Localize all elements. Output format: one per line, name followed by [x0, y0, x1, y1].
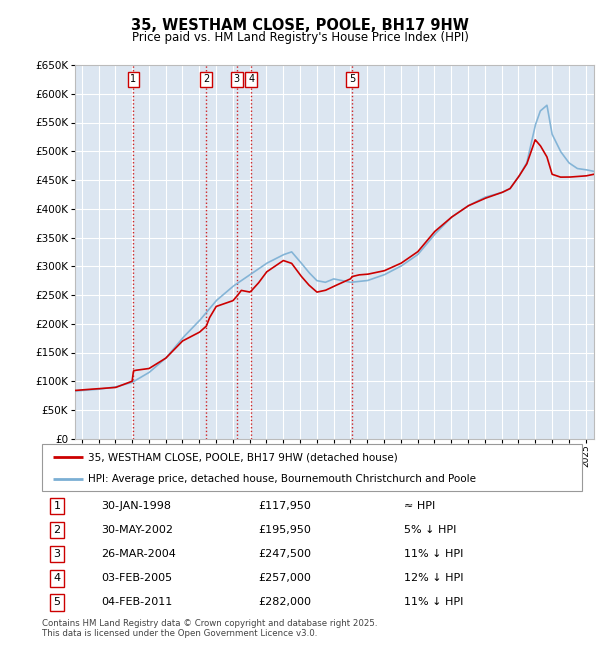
Text: Price paid vs. HM Land Registry's House Price Index (HPI): Price paid vs. HM Land Registry's House …: [131, 31, 469, 44]
Text: £195,950: £195,950: [258, 525, 311, 535]
Text: 3: 3: [233, 74, 240, 85]
Text: 35, WESTHAM CLOSE, POOLE, BH17 9HW: 35, WESTHAM CLOSE, POOLE, BH17 9HW: [131, 18, 469, 33]
Text: 5% ↓ HPI: 5% ↓ HPI: [404, 525, 456, 535]
Text: 2: 2: [53, 525, 61, 535]
Text: 11% ↓ HPI: 11% ↓ HPI: [404, 597, 463, 607]
FancyBboxPatch shape: [42, 444, 582, 491]
Text: 3: 3: [53, 549, 61, 559]
Text: 04-FEB-2011: 04-FEB-2011: [101, 597, 173, 607]
Text: 4: 4: [53, 573, 61, 583]
Text: ≈ HPI: ≈ HPI: [404, 501, 435, 511]
Text: 11% ↓ HPI: 11% ↓ HPI: [404, 549, 463, 559]
Text: £257,000: £257,000: [258, 573, 311, 583]
Text: 5: 5: [53, 597, 61, 607]
Text: HPI: Average price, detached house, Bournemouth Christchurch and Poole: HPI: Average price, detached house, Bour…: [88, 474, 476, 484]
Text: 4: 4: [248, 74, 254, 85]
Text: 30-JAN-1998: 30-JAN-1998: [101, 501, 172, 511]
Text: 1: 1: [53, 501, 61, 511]
Text: 12% ↓ HPI: 12% ↓ HPI: [404, 573, 463, 583]
Text: £117,950: £117,950: [258, 501, 311, 511]
Text: 5: 5: [349, 74, 355, 85]
Text: £282,000: £282,000: [258, 597, 311, 607]
Text: 1: 1: [130, 74, 137, 85]
Text: 2: 2: [203, 74, 209, 85]
Text: 26-MAR-2004: 26-MAR-2004: [101, 549, 176, 559]
Text: 35, WESTHAM CLOSE, POOLE, BH17 9HW (detached house): 35, WESTHAM CLOSE, POOLE, BH17 9HW (deta…: [88, 452, 398, 462]
Text: 30-MAY-2002: 30-MAY-2002: [101, 525, 173, 535]
Text: £247,500: £247,500: [258, 549, 311, 559]
Text: 03-FEB-2005: 03-FEB-2005: [101, 573, 173, 583]
Text: Contains HM Land Registry data © Crown copyright and database right 2025.
This d: Contains HM Land Registry data © Crown c…: [42, 619, 377, 638]
